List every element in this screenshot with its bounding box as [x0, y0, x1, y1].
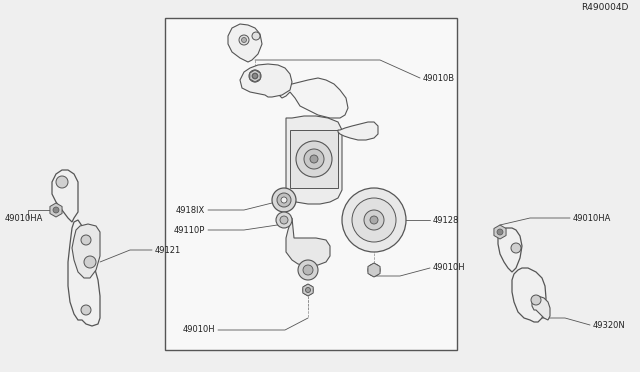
Circle shape [497, 229, 503, 235]
Circle shape [277, 193, 291, 207]
Circle shape [239, 35, 249, 45]
Polygon shape [498, 228, 522, 272]
Circle shape [370, 216, 378, 224]
Text: 49320N: 49320N [593, 321, 626, 330]
Circle shape [364, 210, 384, 230]
Bar [165, 18, 457, 350]
Polygon shape [250, 70, 260, 82]
Circle shape [253, 74, 257, 78]
Text: 49010B: 49010B [423, 74, 455, 83]
Polygon shape [286, 116, 342, 204]
Polygon shape [72, 224, 100, 278]
Circle shape [272, 188, 296, 212]
Text: 49010HA: 49010HA [573, 214, 611, 222]
Circle shape [310, 155, 318, 163]
Polygon shape [532, 296, 550, 320]
Polygon shape [368, 263, 380, 277]
Circle shape [531, 295, 541, 305]
Text: 49010HA: 49010HA [5, 214, 44, 222]
Text: R490004D: R490004D [580, 3, 628, 12]
Polygon shape [228, 24, 262, 62]
Polygon shape [286, 218, 330, 266]
Circle shape [252, 73, 258, 79]
Text: 49110P: 49110P [173, 225, 205, 234]
Text: 49010H: 49010H [433, 263, 466, 273]
Circle shape [304, 149, 324, 169]
Text: 4918lX: 4918lX [176, 205, 205, 215]
Circle shape [296, 141, 332, 177]
Circle shape [252, 32, 260, 40]
Circle shape [352, 198, 396, 242]
Polygon shape [512, 268, 546, 322]
Polygon shape [303, 284, 313, 296]
Bar [290, 130, 338, 188]
Polygon shape [338, 122, 378, 140]
Polygon shape [50, 203, 62, 217]
Circle shape [84, 256, 96, 268]
Circle shape [81, 305, 91, 315]
Circle shape [342, 188, 406, 252]
Polygon shape [494, 225, 506, 239]
Circle shape [368, 264, 380, 276]
Circle shape [511, 243, 521, 253]
Circle shape [280, 216, 288, 224]
Circle shape [305, 288, 310, 292]
Polygon shape [240, 64, 292, 97]
Text: 49010H: 49010H [182, 326, 215, 334]
Circle shape [53, 207, 59, 213]
Circle shape [303, 285, 313, 295]
Text: 49128: 49128 [433, 215, 460, 224]
Circle shape [281, 197, 287, 203]
Circle shape [81, 235, 91, 245]
Circle shape [298, 260, 318, 280]
Circle shape [249, 70, 261, 82]
Polygon shape [68, 220, 100, 326]
Circle shape [303, 265, 313, 275]
Text: 49121: 49121 [155, 246, 181, 254]
Circle shape [56, 176, 68, 188]
Polygon shape [52, 170, 78, 222]
Circle shape [276, 212, 292, 228]
Circle shape [241, 38, 246, 42]
Polygon shape [280, 78, 348, 118]
